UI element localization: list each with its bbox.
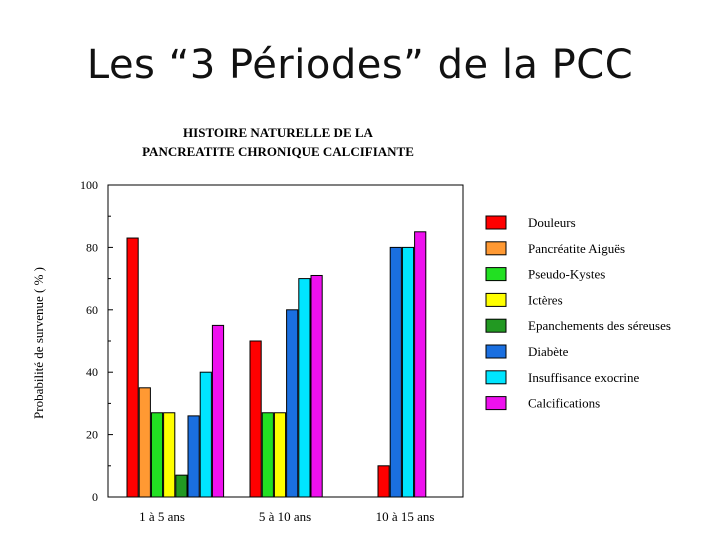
bar-epanchements-des-s-reuses-1	[175, 474, 188, 498]
bar-calcifications-2	[310, 274, 323, 498]
bar-diab-te-3	[389, 246, 402, 498]
bar-diab-te-1	[187, 415, 200, 498]
legend-swatch	[485, 396, 507, 411]
bar-douleurs-3	[377, 465, 390, 498]
bar-ict-res-2	[273, 412, 287, 498]
legend-label: Diabète	[528, 344, 569, 359]
legend-label: Insuffisance exocrine	[528, 370, 640, 385]
x-category-label: 10 à 15 ans	[376, 509, 435, 524]
bar-insuffisance-exocrine-1	[199, 371, 212, 498]
y-axis-label: Probabilité de survenue ( % )	[31, 267, 46, 419]
legend-swatch	[485, 267, 507, 282]
legend-label: Epanchements des séreuses	[528, 318, 671, 333]
bar-pancr-atite-aigu-s-1	[138, 387, 151, 498]
bar-ict-res-1	[163, 412, 176, 498]
y-tick-label: 80	[86, 240, 98, 254]
bar-insuffisance-exocrine-3	[401, 246, 415, 498]
bar-insuffisance-exocrine-2	[298, 278, 311, 498]
legend-swatch	[485, 241, 507, 256]
legend-label: Pseudo-Kystes	[528, 267, 605, 282]
y-tick-label: 0	[92, 490, 98, 504]
legend-swatch	[485, 215, 507, 230]
bar-douleurs-2	[249, 340, 262, 498]
slide-title: Les “3 Périodes” de la PCC	[86, 42, 634, 88]
x-category-label: 5 à 10 ans	[259, 509, 311, 524]
legend-swatch	[485, 318, 507, 333]
y-tick-label: 40	[86, 365, 98, 379]
legend-label: Ictères	[528, 292, 563, 307]
bar-douleurs-1	[126, 237, 139, 498]
legend-swatch	[485, 292, 507, 307]
chart-title-line-2: PANCREATITE CHRONIQUE CALCIFIANTE	[142, 144, 414, 159]
legend-label: Pancréatite Aiguës	[528, 241, 625, 256]
y-tick-label: 100	[80, 178, 98, 192]
x-category-label: 1 à 5 ans	[139, 509, 185, 524]
bar-pseudo-kystes-2	[261, 412, 274, 498]
y-tick-label: 60	[86, 303, 98, 317]
legend-label: Calcifications	[528, 396, 600, 411]
chart-title-line-1: HISTOIRE NATURELLE DE LA	[183, 125, 373, 140]
legend-swatch	[485, 370, 507, 385]
bar-diab-te-2	[286, 309, 299, 498]
bar-calcifications-1	[211, 324, 225, 498]
bar-pseudo-kystes-1	[150, 412, 164, 498]
bar-calcifications-3	[414, 231, 427, 498]
legend-swatch	[485, 344, 507, 359]
y-tick-label: 20	[86, 428, 98, 442]
legend-label: Douleurs	[528, 215, 576, 230]
